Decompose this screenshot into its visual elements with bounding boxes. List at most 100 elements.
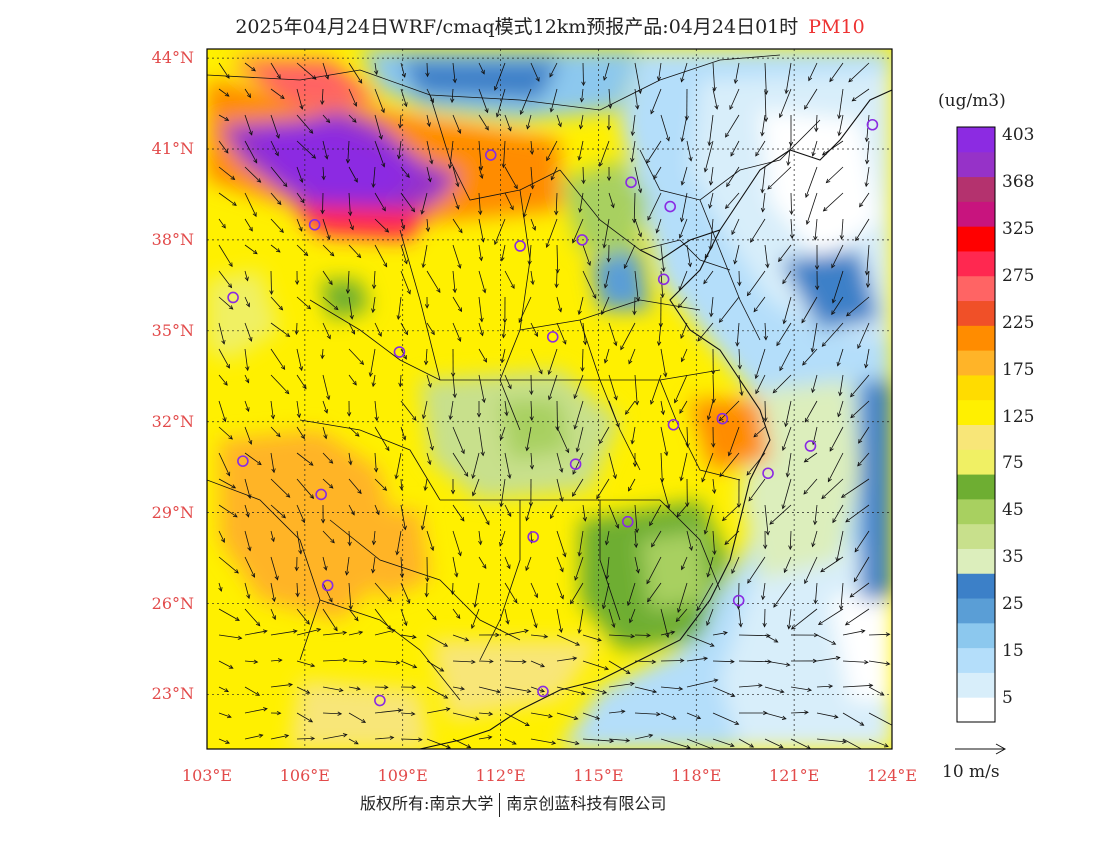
wind-vector [525, 556, 532, 571]
wind-vector-head [832, 518, 837, 524]
wind-vector [845, 608, 870, 626]
wind-vector-head [730, 692, 736, 697]
wind-vector-head [677, 303, 683, 309]
wind-vector-head [835, 655, 841, 661]
wind-vector-head [858, 438, 863, 444]
city-marker [762, 467, 774, 480]
wind-vector [776, 322, 792, 346]
wind-vector-head [274, 151, 279, 157]
city-marker [866, 118, 879, 131]
wind-vector-head [592, 294, 597, 299]
wind-vector-head [401, 73, 406, 78]
wind-vector [556, 556, 564, 572]
wind-vector-head [227, 283, 233, 289]
city-marker [321, 579, 334, 592]
wind-vector [374, 660, 400, 664]
wind-vector [633, 296, 636, 315]
wind-vector-head [529, 150, 535, 155]
city-marker [625, 176, 637, 189]
wind-vector [755, 140, 766, 157]
wind-vector [784, 556, 792, 573]
wind-vector [494, 62, 506, 91]
wind-vector-head [247, 494, 252, 500]
wind-vector-head [646, 159, 651, 164]
wind-vector-head [685, 744, 691, 749]
wind-vector [686, 712, 701, 719]
wind-vector [858, 426, 870, 444]
wind-vector-head [615, 524, 620, 529]
wind-vector [526, 504, 532, 521]
wind-vector [452, 660, 475, 663]
wind-vector-head [248, 336, 253, 342]
wind-vector [738, 348, 741, 369]
wind-vector [478, 374, 485, 403]
wind-vector [296, 140, 316, 159]
wind-vector [400, 192, 415, 212]
wind-vector [452, 114, 461, 134]
wind-vector [556, 608, 562, 633]
wind-vector-head [446, 744, 451, 749]
wind-vector-head [342, 733, 348, 738]
wind-vector [712, 632, 728, 636]
city-marker [514, 240, 526, 252]
wind-vector [526, 114, 532, 129]
wind-vector-head [244, 276, 249, 282]
wind-vector [399, 114, 402, 128]
wind-vector [452, 738, 471, 748]
wind-vector [842, 738, 863, 749]
wind-vector [839, 374, 844, 396]
colorbar-segment [957, 598, 995, 624]
wind-vector-head [445, 707, 451, 712]
wind-vector-head [670, 630, 676, 635]
wind-vector-head [387, 597, 392, 602]
legend-tick-label: 275 [1002, 265, 1035, 286]
wind-vector-head [868, 683, 874, 688]
wind-vector-head [425, 227, 431, 233]
wind-vector-head [864, 270, 870, 276]
wind-vector [452, 166, 459, 187]
wind-vector [608, 504, 619, 529]
wind-vector-head [685, 502, 690, 508]
city-marker [804, 440, 817, 452]
wind-vector-head [450, 590, 455, 596]
legend-tick-label: 125 [1002, 406, 1035, 427]
wind-vector-head [484, 108, 489, 114]
wind-vector [348, 712, 366, 723]
wind-vector [421, 192, 428, 214]
wind-vector [426, 140, 433, 164]
city-marker [664, 200, 676, 213]
wind-vector-head [221, 339, 226, 345]
wind-vector-head [766, 633, 771, 638]
wind-vector-head [405, 173, 410, 178]
wind-vector-head [522, 659, 527, 664]
wind-vector [789, 530, 792, 550]
wind-vector-head [784, 89, 789, 95]
wind-vector [296, 322, 298, 335]
wind-vector-head [708, 181, 714, 186]
wind-vector-head [226, 714, 232, 719]
wind-vector [296, 608, 310, 625]
wind-vector [779, 348, 792, 371]
wind-vector-head [371, 540, 377, 546]
wind-vector [831, 296, 844, 315]
wind-vector [478, 296, 483, 322]
wind-vector [764, 400, 766, 422]
wind-vector [814, 504, 818, 525]
wind-vector [472, 452, 480, 479]
wind-vector [605, 530, 610, 545]
wind-vector [504, 114, 512, 131]
latitude-tick-label: 23°N [151, 684, 194, 704]
wind-vector-head [308, 718, 314, 723]
wind-vector [478, 192, 481, 215]
wind-vector [478, 166, 483, 179]
wind-vector [270, 296, 283, 311]
wind-vector-head [753, 432, 759, 438]
wind-vector [478, 712, 493, 715]
wind-vector-head [634, 528, 640, 534]
wind-vector-head [675, 617, 681, 623]
wind-vector [788, 608, 792, 629]
wind-vector-head [679, 658, 685, 663]
wind-vector [270, 348, 285, 370]
wind-vector-head [285, 493, 291, 498]
